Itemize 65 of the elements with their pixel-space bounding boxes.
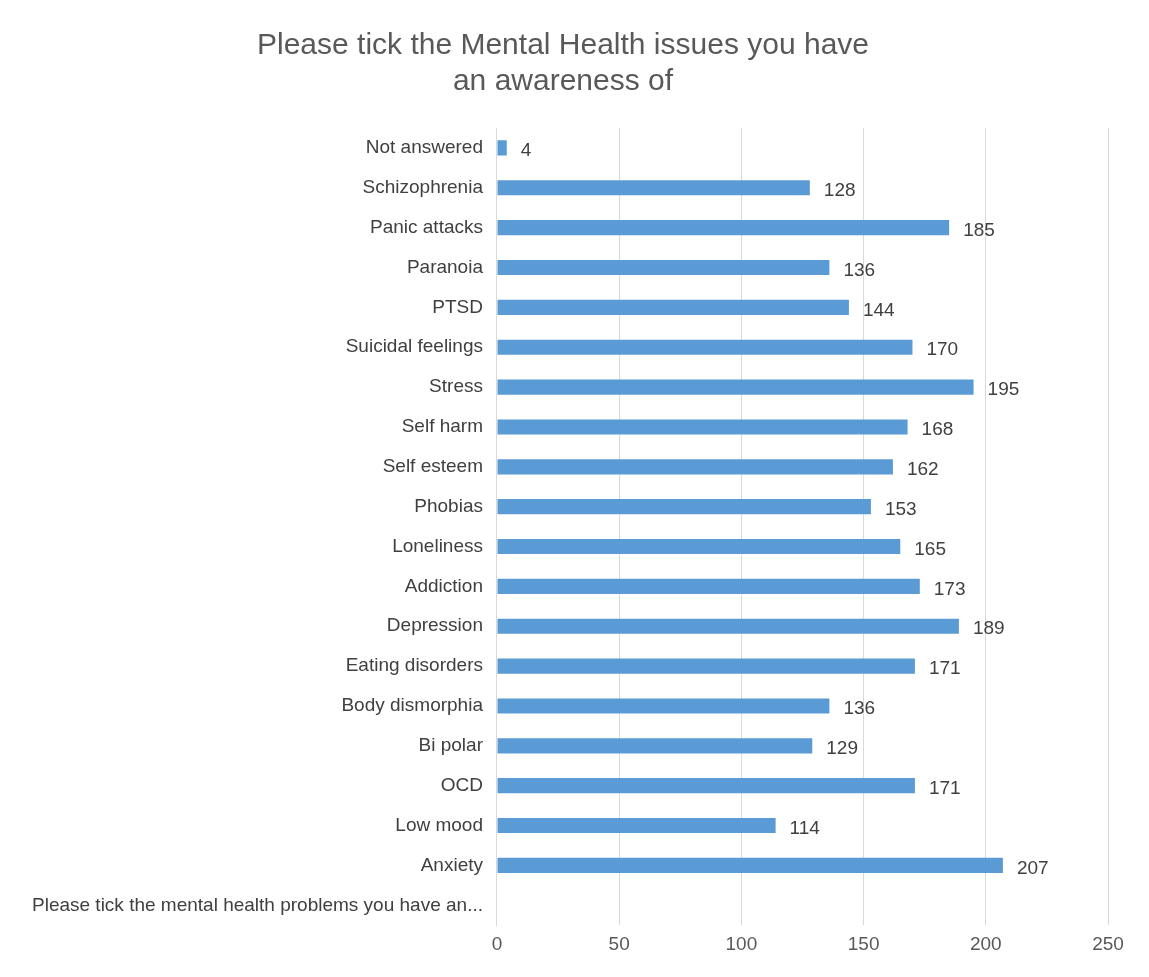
bar <box>497 499 871 515</box>
x-tick-label: 200 <box>969 932 1002 954</box>
data-label: 128 <box>823 179 856 201</box>
y-tick-label: Schizophrenia <box>362 176 484 198</box>
data-label: 136 <box>843 697 876 719</box>
y-tick-label: OCD <box>440 773 483 795</box>
bar <box>497 658 915 674</box>
y-tick-label: Depression <box>386 614 483 636</box>
data-label: 168 <box>921 418 954 440</box>
bar <box>497 817 776 834</box>
data-label: 162 <box>906 458 939 480</box>
bar <box>497 778 915 794</box>
bar <box>497 459 893 475</box>
chart-title: Please tick the Mental Health issues you have an awareness of <box>257 27 869 97</box>
data-label: 129 <box>826 737 858 759</box>
data-label: 170 <box>926 338 959 360</box>
data-label: 173 <box>933 577 966 599</box>
data-label: 207 <box>1016 856 1049 878</box>
bar <box>497 857 1003 873</box>
x-tick-label: 150 <box>847 932 880 954</box>
bar <box>497 538 901 555</box>
data-label: 185 <box>963 218 995 240</box>
x-tick-label: 0 <box>491 932 503 954</box>
y-tick-label: Body dismorphia <box>341 694 484 716</box>
y-tick-label: Self harm <box>401 415 483 437</box>
y-tick-label: Phobias <box>414 494 483 516</box>
y-tick-label: Panic attacks <box>369 215 483 237</box>
y-tick-label: Low mood <box>395 813 483 835</box>
y-tick-label: Not answered <box>365 136 483 158</box>
y-tick-label: Bi polar <box>418 734 484 756</box>
data-label: 153 <box>884 497 917 519</box>
y-tick-label: Addiction <box>404 574 483 596</box>
bar <box>497 738 813 754</box>
bar <box>497 618 959 634</box>
data-label: 189 <box>972 617 1005 639</box>
data-label: 195 <box>987 378 1020 400</box>
data-label: 114 <box>789 816 821 838</box>
x-tick-label: 50 <box>608 932 630 954</box>
data-label: 144 <box>862 298 896 320</box>
y-tick-label: Loneliness <box>392 534 483 556</box>
y-tick-label: Paranoia <box>406 255 484 277</box>
x-tick-label: 100 <box>725 932 758 954</box>
y-tick-label: Eating disorders <box>345 654 483 676</box>
bar <box>497 220 950 236</box>
x-tick-label: 250 <box>1092 932 1124 954</box>
data-label: 171 <box>928 776 961 798</box>
data-label: 4 <box>520 139 532 161</box>
y-tick-label: Anxiety <box>420 853 484 875</box>
y-tick-label: PTSD <box>432 295 483 317</box>
data-label: 165 <box>914 537 946 559</box>
bar <box>497 379 974 395</box>
bar <box>497 140 507 156</box>
y-tick-label: Self esteem <box>382 455 483 477</box>
bar <box>497 259 830 276</box>
bar <box>497 419 908 435</box>
bar <box>497 578 920 594</box>
bar <box>497 180 810 196</box>
y-tick-label: Stress <box>429 375 483 397</box>
data-label: 171 <box>928 657 961 679</box>
bar <box>497 339 913 355</box>
bar <box>497 698 830 714</box>
y-tick-label: Suicidal feelings <box>345 335 483 357</box>
data-label: 136 <box>843 258 876 280</box>
bar <box>497 299 849 315</box>
y-tick-label: Please tick the mental health problems you have an... <box>32 893 483 915</box>
